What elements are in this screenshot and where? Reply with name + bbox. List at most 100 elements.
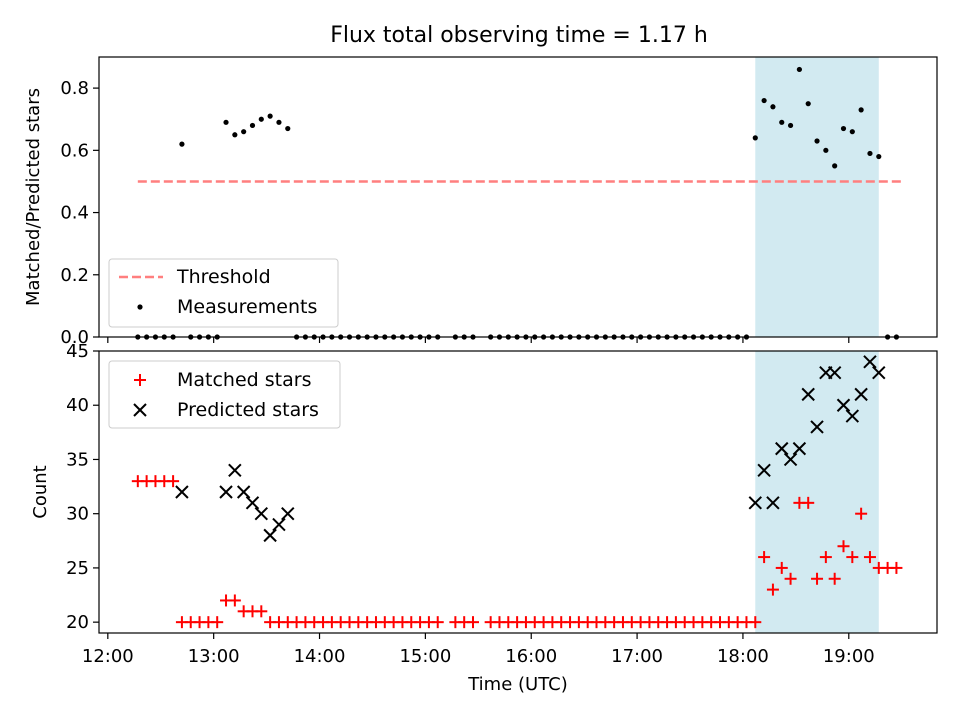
y-tick-label: 35 [66, 449, 89, 470]
top-plot-frame [98, 56, 938, 338]
matched-star-point [758, 551, 771, 564]
predicted-star-point [775, 441, 789, 456]
measurement-point [796, 66, 802, 73]
y-tick-label: 0.6 [60, 140, 89, 161]
measurement-point [179, 141, 185, 147]
y-tick-label: 0.2 [60, 265, 89, 286]
measurement-point [223, 119, 229, 125]
predicted-star-point [236, 485, 251, 499]
matched-star-point [855, 507, 868, 520]
measurement-point [249, 122, 256, 129]
measurement-point [232, 132, 238, 138]
y-tick-label: 45 [66, 341, 89, 362]
legend-predicted-swatch [133, 403, 147, 417]
matched-star-point [775, 561, 788, 574]
predicted-star-point [254, 506, 269, 521]
legend-predicted-label: Predicted stars [177, 399, 319, 421]
predicted-star-point [219, 485, 233, 499]
bottom-legend: Matched stars Predicted stars [108, 360, 341, 429]
top-legend-box [108, 258, 339, 328]
x-tick-label: 12:00 [82, 646, 134, 667]
matched-star-point [802, 496, 815, 509]
legend-measurements-label: Measurements [177, 296, 317, 318]
predicted-star-point [836, 398, 851, 412]
legend-matched-label: Matched stars [177, 369, 311, 391]
predicted-star-point [245, 496, 260, 510]
matched-star-point [846, 551, 859, 564]
matched-star-point [167, 475, 180, 488]
measurement-point [787, 122, 794, 129]
y-tick-label: 0.4 [60, 203, 89, 224]
measurement-point [285, 125, 291, 132]
bottom-x-ticks: 12:00 13:00 14:00 15:00 16:00 17:00 18:00 19:00 [82, 633, 875, 667]
measurement-point [258, 116, 264, 122]
bottom-x-axis-label: Time (UTC) [467, 674, 568, 695]
figure-title: Flux total observing time = 1.17 h [330, 23, 708, 48]
predicted-star-point [757, 463, 771, 478]
y-tick-label: 30 [66, 504, 89, 525]
predicted-star-point [827, 365, 842, 380]
x-tick-label: 19:00 [823, 646, 875, 667]
predicted-star-point [228, 463, 242, 478]
x-tick-label: 18:00 [717, 646, 769, 667]
predicted-star-point [748, 496, 762, 510]
predicted-star-point [272, 517, 286, 532]
x-tick-label: 13:00 [188, 646, 240, 667]
matched-star-point [211, 616, 224, 629]
top-panel: 0.00.20.40.60.8 Matched/Predicted stars … [23, 56, 938, 348]
top-y-axis-label: Matched/Predicted stars [23, 88, 44, 306]
measurement-point [858, 107, 864, 113]
matched-star-point [811, 572, 824, 585]
bottom-legend-box [108, 360, 341, 429]
highlight-span-rect [755, 57, 879, 337]
bottom-y-ticks: 20 25 30 35 40 45 [66, 341, 99, 633]
measurement-point [832, 163, 838, 169]
predicted-star-point [281, 506, 295, 521]
y-tick-label: 0.8 [60, 78, 89, 99]
predicted-star-point [863, 355, 877, 369]
measurement-point [805, 101, 811, 107]
measurement-point [241, 129, 247, 135]
matched-star-point [819, 551, 832, 564]
x-tick-label: 17:00 [611, 646, 663, 667]
predicted-star-point [175, 485, 189, 499]
predicted-star-point [810, 420, 824, 434]
predicted-star-point [872, 365, 886, 380]
predicted-star-point [783, 452, 798, 467]
measurement-point [276, 119, 282, 125]
matched-star-point [228, 594, 241, 607]
bottom-predicted-points [175, 355, 886, 543]
matched-star-point [784, 572, 797, 585]
matched-star-point [890, 561, 903, 574]
matched-star-point [255, 605, 268, 618]
predicted-star-point [801, 387, 815, 402]
top-legend: Threshold Measurements [108, 258, 339, 328]
measurement-point [849, 129, 855, 135]
measurement-point [267, 113, 273, 119]
predicted-star-point [792, 441, 807, 456]
y-tick-label: 40 [66, 395, 89, 416]
top-x-ticks [107, 337, 850, 343]
top-highlight-span [755, 57, 879, 337]
bottom-y-axis-label: Count [30, 465, 51, 518]
measurement-point [867, 150, 873, 157]
measurement-point [779, 119, 785, 125]
predicted-star-point [845, 409, 860, 423]
bottom-panel: 20 25 30 35 40 45 12:00 13:00 14:00 15:00 16:00 17… [30, 341, 938, 695]
predicted-star-point [766, 496, 780, 510]
bottom-matched-points [131, 475, 903, 629]
matched-star-point [837, 540, 850, 553]
measurement-point [876, 153, 882, 160]
measurement-point [752, 135, 758, 141]
y-tick-label: 25 [66, 558, 89, 579]
matched-star-point [749, 616, 762, 629]
matched-star-point [766, 583, 779, 596]
top-y-ticks: 0.0 0.2 0.4 0.6 0.8 [60, 78, 99, 348]
predicted-star-point [854, 387, 868, 402]
matched-star-point [467, 616, 480, 629]
y-tick-label: 0.0 [60, 327, 89, 348]
predicted-star-point [263, 528, 277, 543]
x-tick-label: 16:00 [505, 646, 557, 667]
legend-matched-swatch [134, 374, 146, 386]
